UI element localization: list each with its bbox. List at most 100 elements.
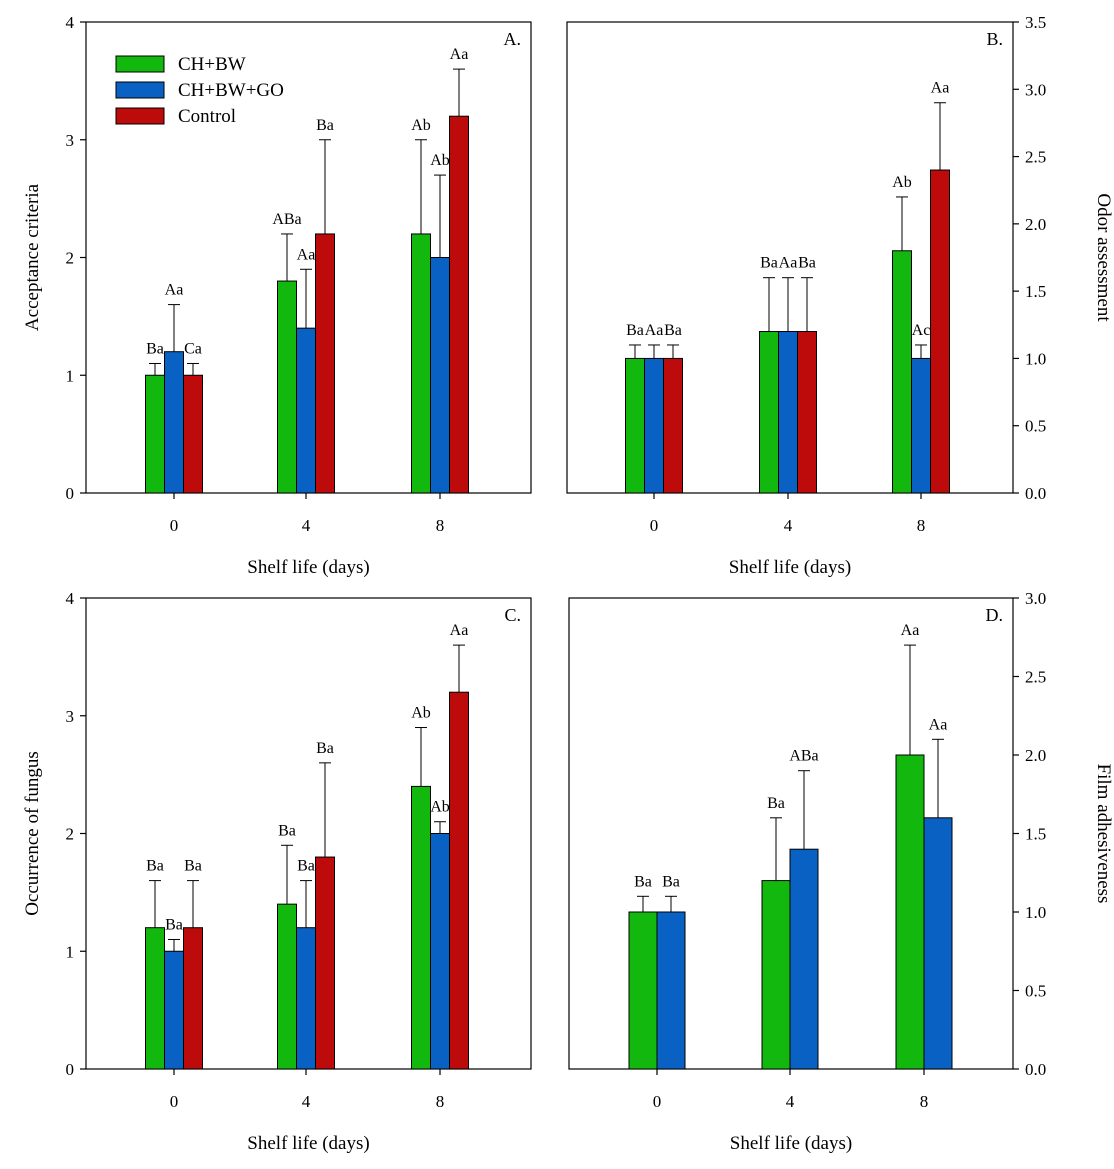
chart-panel-a: 0 1 2 3 4 0 Ba Aa Ca 4 ABa Aa Ba 8 Ab Ab Aa A. Shelf life …	[22, 13, 532, 578]
bar	[411, 785, 431, 1070]
significance-label: Ba	[297, 858, 315, 875]
bar	[644, 357, 664, 494]
bar	[315, 856, 335, 1070]
significance-label: Ab	[892, 174, 912, 191]
legend-label: CH+BW+GO	[178, 80, 284, 101]
bar	[778, 331, 798, 494]
x-tick-label: 4	[784, 516, 793, 535]
bar	[296, 927, 316, 1070]
panel-label: C.	[504, 605, 521, 625]
bar	[277, 280, 297, 494]
bar	[411, 233, 431, 494]
y-tick-label: 2.5	[1025, 668, 1046, 687]
bar	[761, 880, 791, 1070]
y-tick-label: 1.5	[1025, 282, 1046, 301]
y-tick-label: 1	[66, 942, 75, 961]
y-tick-label: 3.5	[1025, 13, 1046, 32]
significance-label: Ba	[184, 858, 202, 875]
y-tick-label: 0	[66, 1060, 75, 1079]
y-axis-title: Occurrence of fungus	[22, 751, 43, 916]
y-tick-label: 2	[66, 249, 75, 268]
x-tick-label: 4	[786, 1092, 795, 1111]
y-tick-label: 2	[66, 825, 75, 844]
significance-label: Ba	[798, 255, 816, 272]
significance-label: ABa	[789, 748, 818, 765]
y-tick-label: 0.0	[1025, 1060, 1046, 1079]
significance-label: Ab	[430, 152, 450, 169]
y-tick-label: 3.0	[1025, 80, 1046, 99]
bar	[449, 691, 469, 1070]
bar	[183, 927, 203, 1070]
x-axis-title: Shelf life (days)	[729, 557, 851, 578]
y-tick-label: 0.5	[1025, 982, 1046, 1001]
x-tick-label: 0	[170, 516, 179, 535]
y-tick-label: 1.0	[1025, 349, 1046, 368]
y-tick-label: 3.0	[1025, 589, 1046, 608]
significance-label: Aa	[450, 46, 469, 63]
y-tick-label: 0.0	[1025, 484, 1046, 503]
legend-swatch	[115, 81, 165, 99]
significance-label: Ba	[760, 255, 778, 272]
significance-label: Aa	[779, 255, 798, 272]
legend: CH+BW CH+BW+GO Control	[115, 54, 284, 127]
significance-label: Ba	[767, 795, 785, 812]
bar	[183, 374, 203, 494]
x-tick-label: 0	[170, 1092, 179, 1111]
y-tick-label: 1.0	[1025, 903, 1046, 922]
significance-label: Aa	[931, 80, 950, 97]
bar	[315, 233, 335, 494]
x-tick-label: 0	[650, 516, 659, 535]
significance-label: Aa	[297, 246, 316, 263]
x-axis-title: Shelf life (days)	[247, 1133, 369, 1154]
significance-label: Ac	[912, 322, 931, 339]
significance-label: Ab	[430, 799, 450, 816]
y-tick-label: 0.5	[1025, 417, 1046, 436]
x-tick-label: 8	[917, 516, 926, 535]
panel-label: A.	[504, 29, 522, 49]
significance-label: Aa	[165, 282, 184, 299]
panel-label: D.	[986, 605, 1004, 625]
y-tick-label: 2.0	[1025, 215, 1046, 234]
legend-swatch	[115, 55, 165, 73]
bar	[663, 357, 683, 494]
legend-label: Control	[178, 106, 236, 127]
y-tick-label: 3	[66, 707, 75, 726]
bar	[296, 327, 316, 494]
legend-label: CH+BW	[178, 54, 246, 75]
x-axis-title: Shelf life (days)	[247, 557, 369, 578]
bar	[797, 331, 817, 494]
x-tick-label: 8	[920, 1092, 929, 1111]
bar	[145, 927, 165, 1070]
significance-label: Ba	[626, 322, 644, 339]
x-tick-label: 4	[302, 516, 311, 535]
significance-label: Ba	[662, 873, 680, 890]
significance-label: Aa	[450, 622, 469, 639]
y-axis-title: Film adhesiveness	[1093, 764, 1114, 904]
significance-label: Ab	[411, 705, 431, 722]
bar	[789, 848, 819, 1070]
significance-label: Ba	[316, 740, 334, 757]
panel-label: B.	[986, 29, 1003, 49]
significance-label: Ba	[146, 858, 164, 875]
significance-label: Ba	[664, 322, 682, 339]
chart-panel-d: 0.0 0.5 1.0 1.5 2.0 2.5 3.0 0 Ba Ba 4 Ba ABa 8 Aa Aa D. S…	[568, 589, 1114, 1154]
bar	[892, 250, 912, 494]
x-tick-label: 8	[436, 1092, 445, 1111]
bar	[759, 331, 779, 494]
significance-label: Aa	[901, 622, 920, 639]
bar	[164, 950, 184, 1070]
significance-label: Aa	[645, 322, 664, 339]
y-tick-label: 0	[66, 484, 75, 503]
bar	[625, 357, 645, 494]
y-tick-label: 4	[66, 589, 75, 608]
significance-label: Ba	[634, 873, 652, 890]
x-tick-label: 0	[653, 1092, 662, 1111]
bar	[430, 257, 450, 494]
bar	[164, 351, 184, 494]
significance-label: Ba	[278, 822, 296, 839]
legend-swatch	[115, 107, 165, 125]
bar	[923, 817, 953, 1070]
y-axis-title: Odor assessment	[1093, 193, 1114, 322]
bar	[895, 754, 925, 1070]
